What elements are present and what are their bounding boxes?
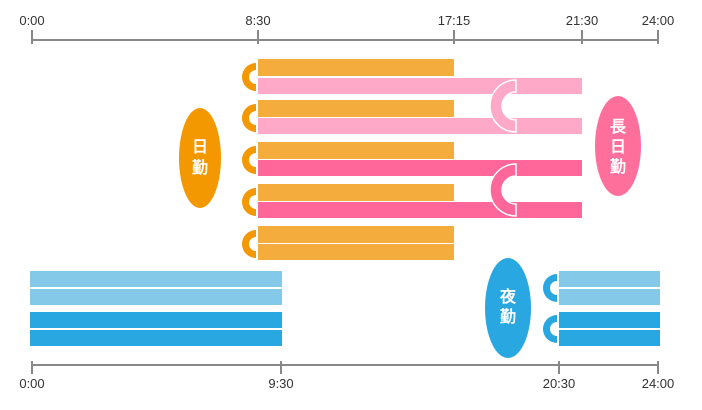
bottom-axis-tick-label: 24:00: [642, 376, 675, 391]
day-shift-badge: 日 勤: [179, 108, 221, 208]
half-ring-icon: [489, 163, 517, 217]
top-axis: 0:00 8:30 17:15 21:30 24:00: [19, 13, 674, 44]
half-ring-icon: [242, 188, 256, 216]
night-shift-badge: 夜 勤: [485, 258, 531, 358]
day-shift-badge-char: 日: [192, 137, 208, 156]
long-day-shift-bars: [258, 78, 582, 218]
night-shift-bar-dark: [559, 312, 660, 328]
bottom-axis-tick-label: 20:30: [543, 376, 576, 391]
day-shift-bar: [258, 244, 454, 260]
long-shift-badge-char: 日: [610, 137, 626, 156]
night-shift-connectors: [543, 274, 557, 343]
day-shift-badge-char: 勤: [192, 158, 208, 177]
long-shift-badge-char: 勤: [610, 157, 626, 176]
long-shift-connectors: [489, 79, 517, 217]
night-shift-badge-shape: [485, 258, 531, 358]
bottom-axis-tick-label: 9:30: [268, 376, 293, 391]
top-axis-tick-label: 0:00: [19, 13, 44, 28]
half-ring-icon: [242, 230, 256, 258]
half-ring-icon: [543, 315, 557, 343]
night-shift-bar-dark: [30, 312, 282, 328]
day-shift-bar: [258, 184, 454, 201]
night-shift-bar-light: [30, 271, 282, 287]
half-ring-icon: [543, 274, 557, 302]
night-shift-bar-light: [559, 289, 660, 305]
day-shift-bar: [258, 142, 454, 159]
top-axis-tick-label: 17:15: [438, 13, 471, 28]
night-shift-badge-char: 夜: [499, 287, 517, 306]
half-ring-icon: [489, 79, 517, 133]
day-shift-bar: [258, 100, 454, 117]
long-shift-badge: 長 日 勤: [595, 96, 641, 196]
night-shift-bar-dark: [30, 330, 282, 346]
day-shift-bar: [258, 226, 454, 243]
day-shift-bar: [258, 59, 454, 76]
bottom-axis: 0:00 9:30 20:30 24:00: [19, 361, 674, 391]
long-shift-badge-char: 長: [610, 117, 627, 136]
long-shift-bar-light: [258, 118, 582, 134]
top-axis-tick-label: 24:00: [642, 13, 675, 28]
night-shift-badge-char: 勤: [500, 307, 516, 326]
half-ring-icon: [242, 146, 256, 174]
night-shift-bar-light: [30, 289, 282, 305]
night-shift-bar-light: [559, 271, 660, 287]
day-shift-badge-shape: [179, 108, 221, 208]
night-shift-bar-dark: [559, 330, 660, 346]
long-shift-bar-dark: [258, 202, 582, 218]
top-axis-tick-label: 8:30: [245, 13, 270, 28]
long-shift-badge-shape: [595, 96, 641, 196]
long-shift-bar-dark: [258, 160, 582, 176]
half-ring-icon: [242, 104, 256, 132]
half-ring-icon: [242, 63, 256, 91]
night-shift-bars: [30, 271, 660, 346]
bottom-axis-tick-label: 0:00: [19, 376, 44, 391]
long-shift-bar-light: [258, 78, 582, 94]
top-axis-tick-label: 21:30: [566, 13, 599, 28]
day-shift-connectors: [242, 63, 256, 258]
